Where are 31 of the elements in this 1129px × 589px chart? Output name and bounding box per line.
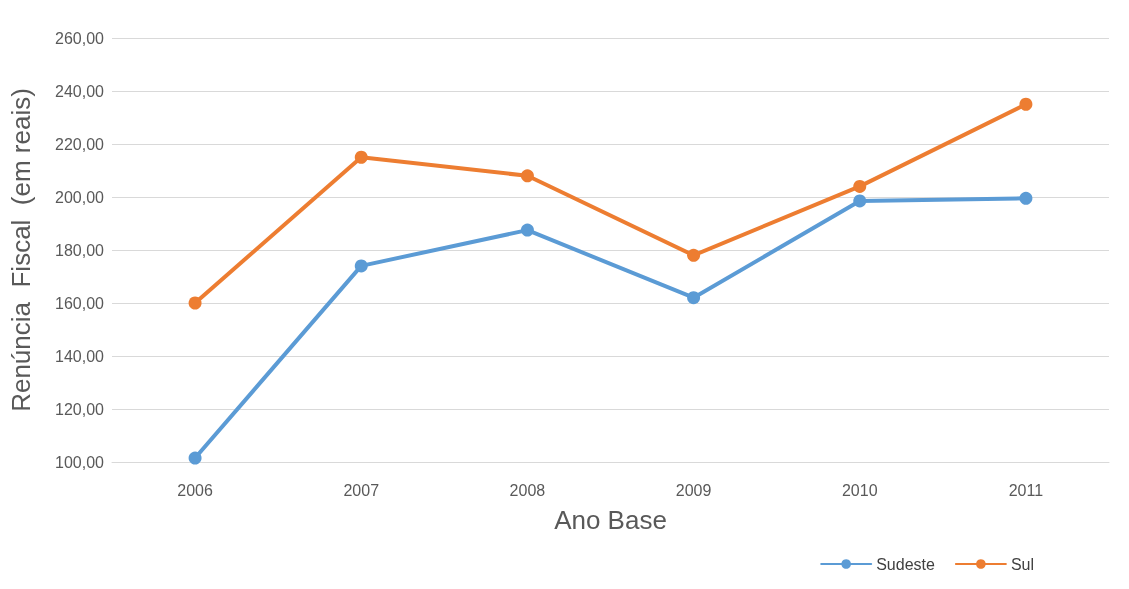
x-tick-label: 2006 xyxy=(177,481,213,499)
point xyxy=(354,150,368,164)
point xyxy=(188,451,202,465)
point xyxy=(853,179,867,193)
legend-label: Sul xyxy=(1010,555,1034,573)
x-axis-title: Ano Base xyxy=(554,505,667,535)
y-tick-label: 140,00 xyxy=(55,347,105,365)
y-axis-title: Renúncia Fiscal (em reais) xyxy=(6,88,36,412)
point xyxy=(1019,191,1033,205)
y-tick-label: 200,00 xyxy=(55,188,105,206)
y-tick-label: 120,00 xyxy=(55,400,105,418)
y-tick-label: 160,00 xyxy=(55,294,105,312)
y-tick-label: 180,00 xyxy=(55,241,105,259)
point xyxy=(687,248,701,262)
x-tick-label: 2010 xyxy=(841,481,878,499)
point xyxy=(188,296,202,310)
x-tick-label: 2007 xyxy=(343,481,380,499)
point xyxy=(1019,97,1033,111)
y-tick-label: 240,00 xyxy=(55,82,105,100)
y-tick-label: 100,00 xyxy=(55,453,105,471)
point xyxy=(520,169,534,183)
y-tick-label: 260,00 xyxy=(55,29,105,47)
y-tick-label: 220,00 xyxy=(55,135,105,153)
x-tick-label: 2008 xyxy=(509,481,546,499)
point xyxy=(853,194,867,208)
point xyxy=(354,259,368,273)
x-tick-label: 2011 xyxy=(1008,481,1044,499)
point xyxy=(520,223,534,237)
point xyxy=(687,291,701,305)
legend-label: Sudeste xyxy=(876,555,935,573)
x-tick-label: 2009 xyxy=(675,481,712,499)
